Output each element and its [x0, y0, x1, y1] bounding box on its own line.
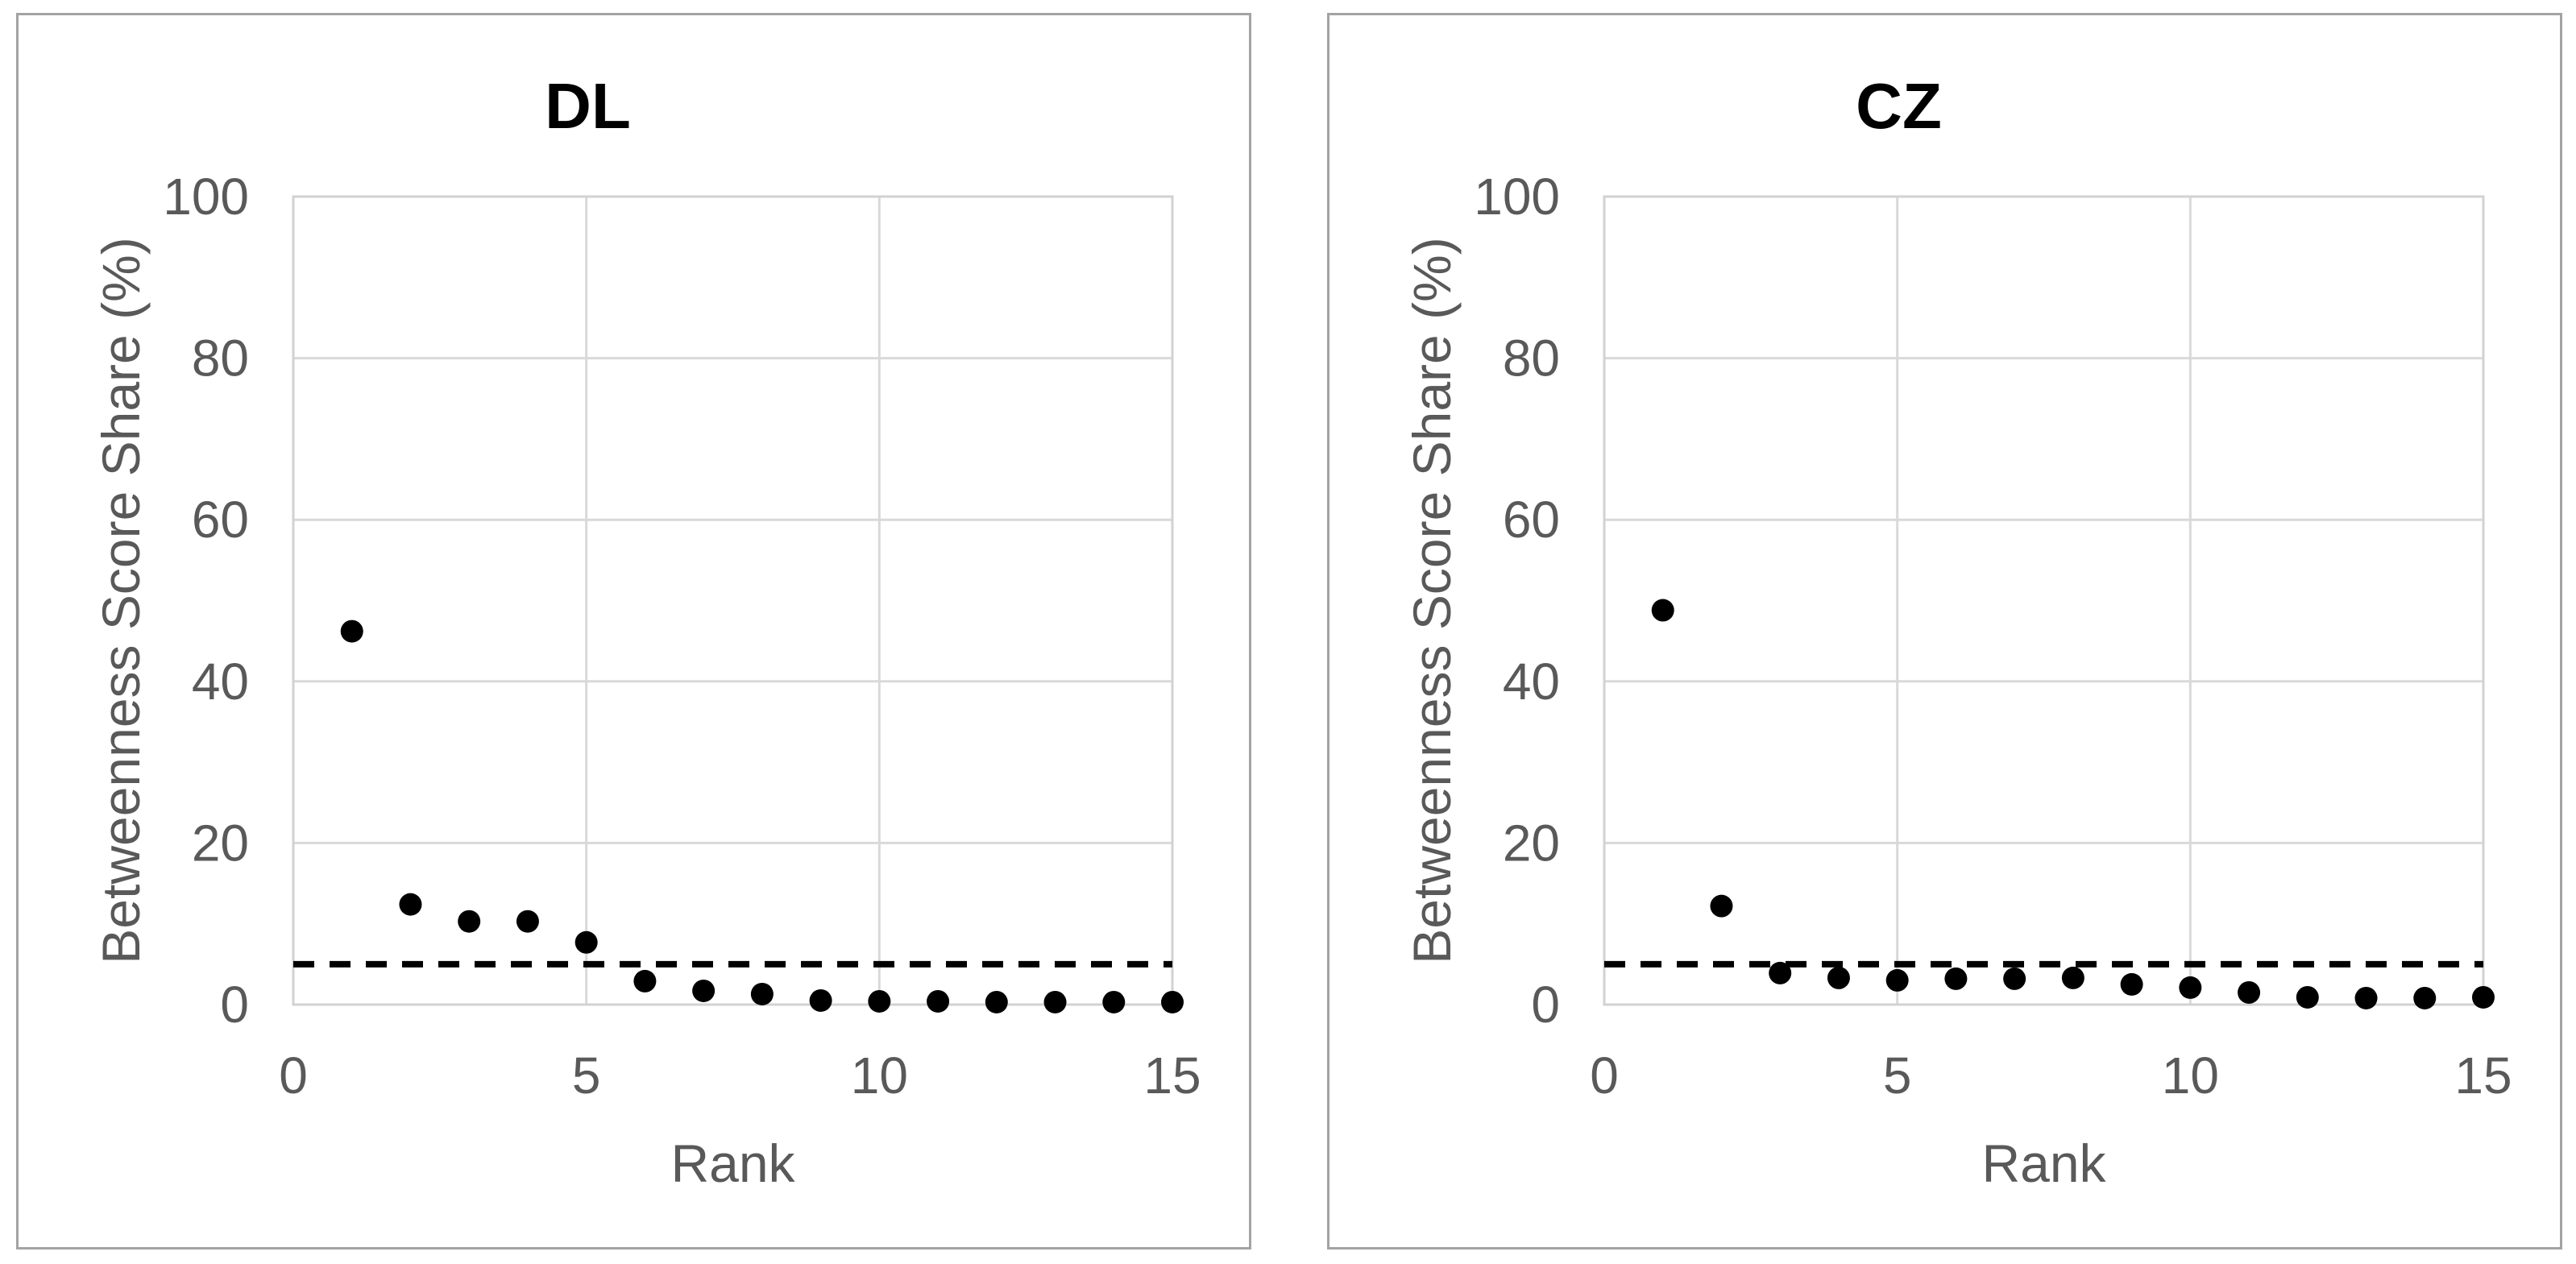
plot-border — [1603, 195, 2485, 1006]
data-point — [927, 989, 950, 1013]
data-point — [2179, 976, 2202, 999]
data-point — [1885, 968, 1909, 992]
y-tick-label: 40 — [192, 653, 249, 711]
chart-title: CZ — [1856, 70, 1942, 142]
data-point — [1043, 990, 1067, 1013]
data-point — [2003, 967, 2026, 990]
x-tick-label: 5 — [572, 1046, 601, 1104]
data-point — [1769, 961, 1792, 984]
data-point — [575, 930, 598, 954]
x-tick-label: 15 — [1143, 1046, 1201, 1104]
data-point — [985, 990, 1008, 1013]
plot-border — [292, 195, 1174, 1006]
data-point — [340, 620, 363, 643]
y-tick-label: 40 — [1503, 653, 1560, 711]
data-point — [1827, 966, 1850, 989]
data-point — [1161, 990, 1184, 1013]
data-point — [809, 988, 832, 1012]
y-tick-label: 0 — [1531, 976, 1560, 1034]
data-point — [2238, 980, 2261, 1004]
data-point — [2472, 985, 2495, 1009]
x-tick-label: 10 — [2162, 1046, 2219, 1104]
data-point — [1651, 599, 1674, 622]
y-tick-label: 100 — [1474, 168, 1560, 226]
y-tick-label: 0 — [220, 976, 249, 1034]
plot-area: CZ 0 20 40 60 80 100 0 5 10 15 Betweenness Score Sh… — [1402, 70, 2512, 1193]
x-axis-title: Rank — [1981, 1133, 2106, 1193]
x-tick-label: 15 — [2454, 1046, 2512, 1104]
data-point — [2354, 986, 2378, 1009]
y-tick-label: 20 — [192, 814, 249, 872]
data-point — [2296, 985, 2319, 1009]
y-tick-label: 100 — [163, 168, 249, 226]
data-point — [1944, 967, 1968, 990]
data-point — [1102, 990, 1126, 1013]
data-point — [750, 982, 774, 1005]
chart-cz: CZ 0 20 40 60 80 100 0 5 10 15 Betweenness Score Sh… — [1327, 13, 2562, 1249]
data-point — [399, 893, 422, 916]
x-tick-label: 5 — [1883, 1046, 1912, 1104]
y-axis-title: Betweenness Score Share (%) — [1402, 237, 1462, 964]
data-point — [692, 979, 716, 1002]
y-tick-label: 20 — [1503, 814, 1560, 872]
data-point — [2061, 966, 2084, 989]
data-point — [458, 910, 481, 933]
data-point — [1710, 894, 1733, 918]
x-tick-label: 0 — [1590, 1046, 1619, 1104]
y-tick-label: 80 — [1503, 329, 1560, 387]
y-axis-title: Betweenness Score Share (%) — [91, 237, 151, 964]
y-tick-label: 60 — [1503, 491, 1560, 549]
data-point — [868, 989, 891, 1013]
chart-title: DL — [545, 70, 631, 142]
y-tick-label: 80 — [192, 329, 249, 387]
data-point — [2120, 972, 2143, 996]
data-point — [516, 910, 539, 933]
x-tick-label: 10 — [851, 1046, 908, 1104]
x-tick-label: 0 — [279, 1046, 308, 1104]
x-axis-title: Rank — [670, 1133, 795, 1193]
plot-area: DL 0 20 40 60 80 100 0 5 10 15 Betweenness Score Sh… — [91, 70, 1201, 1193]
y-tick-label: 60 — [192, 491, 249, 549]
chart-dl: DL 0 20 40 60 80 100 0 5 10 15 Betweenness Score Sh… — [16, 13, 1251, 1249]
data-point — [633, 969, 657, 993]
data-point — [2413, 986, 2437, 1009]
